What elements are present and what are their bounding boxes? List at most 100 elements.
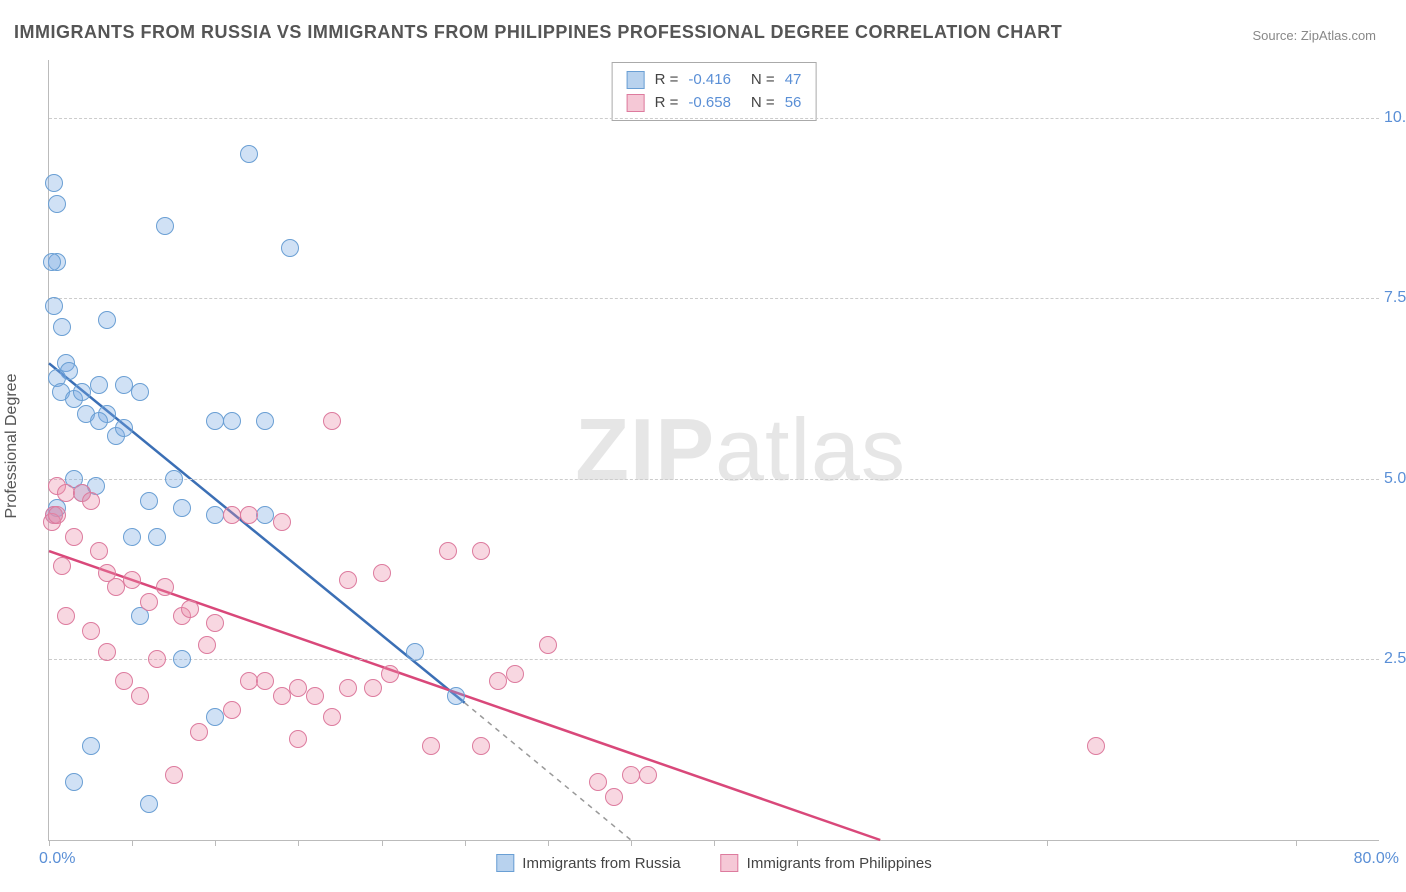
data-point (422, 737, 440, 755)
data-point (82, 737, 100, 755)
data-point (123, 571, 141, 589)
data-point (206, 614, 224, 632)
data-point (156, 217, 174, 235)
swatch-philippines-icon (721, 854, 739, 872)
y-tick-label: 2.5% (1384, 650, 1406, 668)
data-point (240, 145, 258, 163)
data-point (323, 412, 341, 430)
swatch-russia (627, 71, 645, 89)
data-point (273, 513, 291, 531)
data-point (447, 687, 465, 705)
data-point (165, 766, 183, 784)
legend-row-philippines: R = -0.658 N = 56 (627, 92, 802, 115)
data-point (323, 708, 341, 726)
data-point (107, 578, 125, 596)
data-point (156, 578, 174, 596)
data-point (45, 174, 63, 192)
x-tick (631, 840, 632, 846)
data-point (364, 679, 382, 697)
data-point (148, 528, 166, 546)
gridline (49, 118, 1379, 119)
data-point (115, 419, 133, 437)
data-point (472, 542, 490, 560)
legend-stats: R = -0.416 N = 47 R = -0.658 N = 56 (612, 62, 817, 121)
data-point (439, 542, 457, 560)
data-point (140, 795, 158, 813)
data-point (373, 564, 391, 582)
data-point (57, 607, 75, 625)
data-point (90, 412, 108, 430)
data-point (43, 253, 61, 271)
scatter-plot: ZIPatlas R = -0.416 N = 47 R = -0.658 N … (48, 60, 1379, 841)
data-point (148, 650, 166, 668)
data-point (256, 506, 274, 524)
data-point (73, 383, 91, 401)
data-point (639, 766, 657, 784)
x-tick (714, 840, 715, 846)
data-point (622, 766, 640, 784)
data-point (198, 636, 216, 654)
y-axis-label: Professional Degree (3, 374, 21, 519)
data-point (53, 557, 71, 575)
data-point (206, 412, 224, 430)
data-point (57, 484, 75, 502)
x-min-label: 0.0% (39, 850, 75, 868)
legend-label-russia: Immigrants from Russia (522, 855, 680, 872)
x-tick (132, 840, 133, 846)
data-point (506, 665, 524, 683)
data-point (65, 773, 83, 791)
x-tick (797, 840, 798, 846)
data-point (98, 643, 116, 661)
data-point (82, 492, 100, 510)
data-point (165, 470, 183, 488)
data-point (240, 506, 258, 524)
source-attribution: Source: ZipAtlas.com (1252, 28, 1376, 43)
data-point (82, 622, 100, 640)
legend-row-russia: R = -0.416 N = 47 (627, 69, 802, 92)
data-point (140, 593, 158, 611)
legend-series: Immigrants from Russia Immigrants from P… (496, 854, 931, 872)
chart-title: IMMIGRANTS FROM RUSSIA VS IMMIGRANTS FRO… (14, 22, 1062, 43)
x-tick (298, 840, 299, 846)
data-point (48, 506, 66, 524)
data-point (406, 643, 424, 661)
data-point (256, 412, 274, 430)
data-point (605, 788, 623, 806)
data-point (65, 528, 83, 546)
data-point (90, 376, 108, 394)
y-tick-label: 5.0% (1384, 470, 1406, 488)
x-tick (465, 840, 466, 846)
data-point (339, 571, 357, 589)
x-tick (382, 840, 383, 846)
data-point (289, 730, 307, 748)
data-point (115, 672, 133, 690)
data-point (539, 636, 557, 654)
data-point (206, 506, 224, 524)
data-point (98, 311, 116, 329)
data-point (306, 687, 324, 705)
data-point (131, 383, 149, 401)
data-point (90, 542, 108, 560)
data-point (223, 701, 241, 719)
data-point (281, 239, 299, 257)
gridline (49, 298, 1379, 299)
data-point (489, 672, 507, 690)
y-tick-label: 7.5% (1384, 289, 1406, 307)
data-point (173, 499, 191, 517)
watermark: ZIPatlas (575, 399, 906, 501)
data-point (53, 318, 71, 336)
data-point (289, 679, 307, 697)
x-tick (215, 840, 216, 846)
data-point (273, 687, 291, 705)
legend-item-russia: Immigrants from Russia (496, 854, 680, 872)
swatch-philippines (627, 94, 645, 112)
legend-item-philippines: Immigrants from Philippines (721, 854, 932, 872)
data-point (131, 687, 149, 705)
data-point (223, 506, 241, 524)
y-tick-label: 10.0% (1384, 109, 1406, 127)
data-point (181, 600, 199, 618)
data-point (140, 492, 158, 510)
data-point (589, 773, 607, 791)
swatch-russia-icon (496, 854, 514, 872)
data-point (256, 672, 274, 690)
